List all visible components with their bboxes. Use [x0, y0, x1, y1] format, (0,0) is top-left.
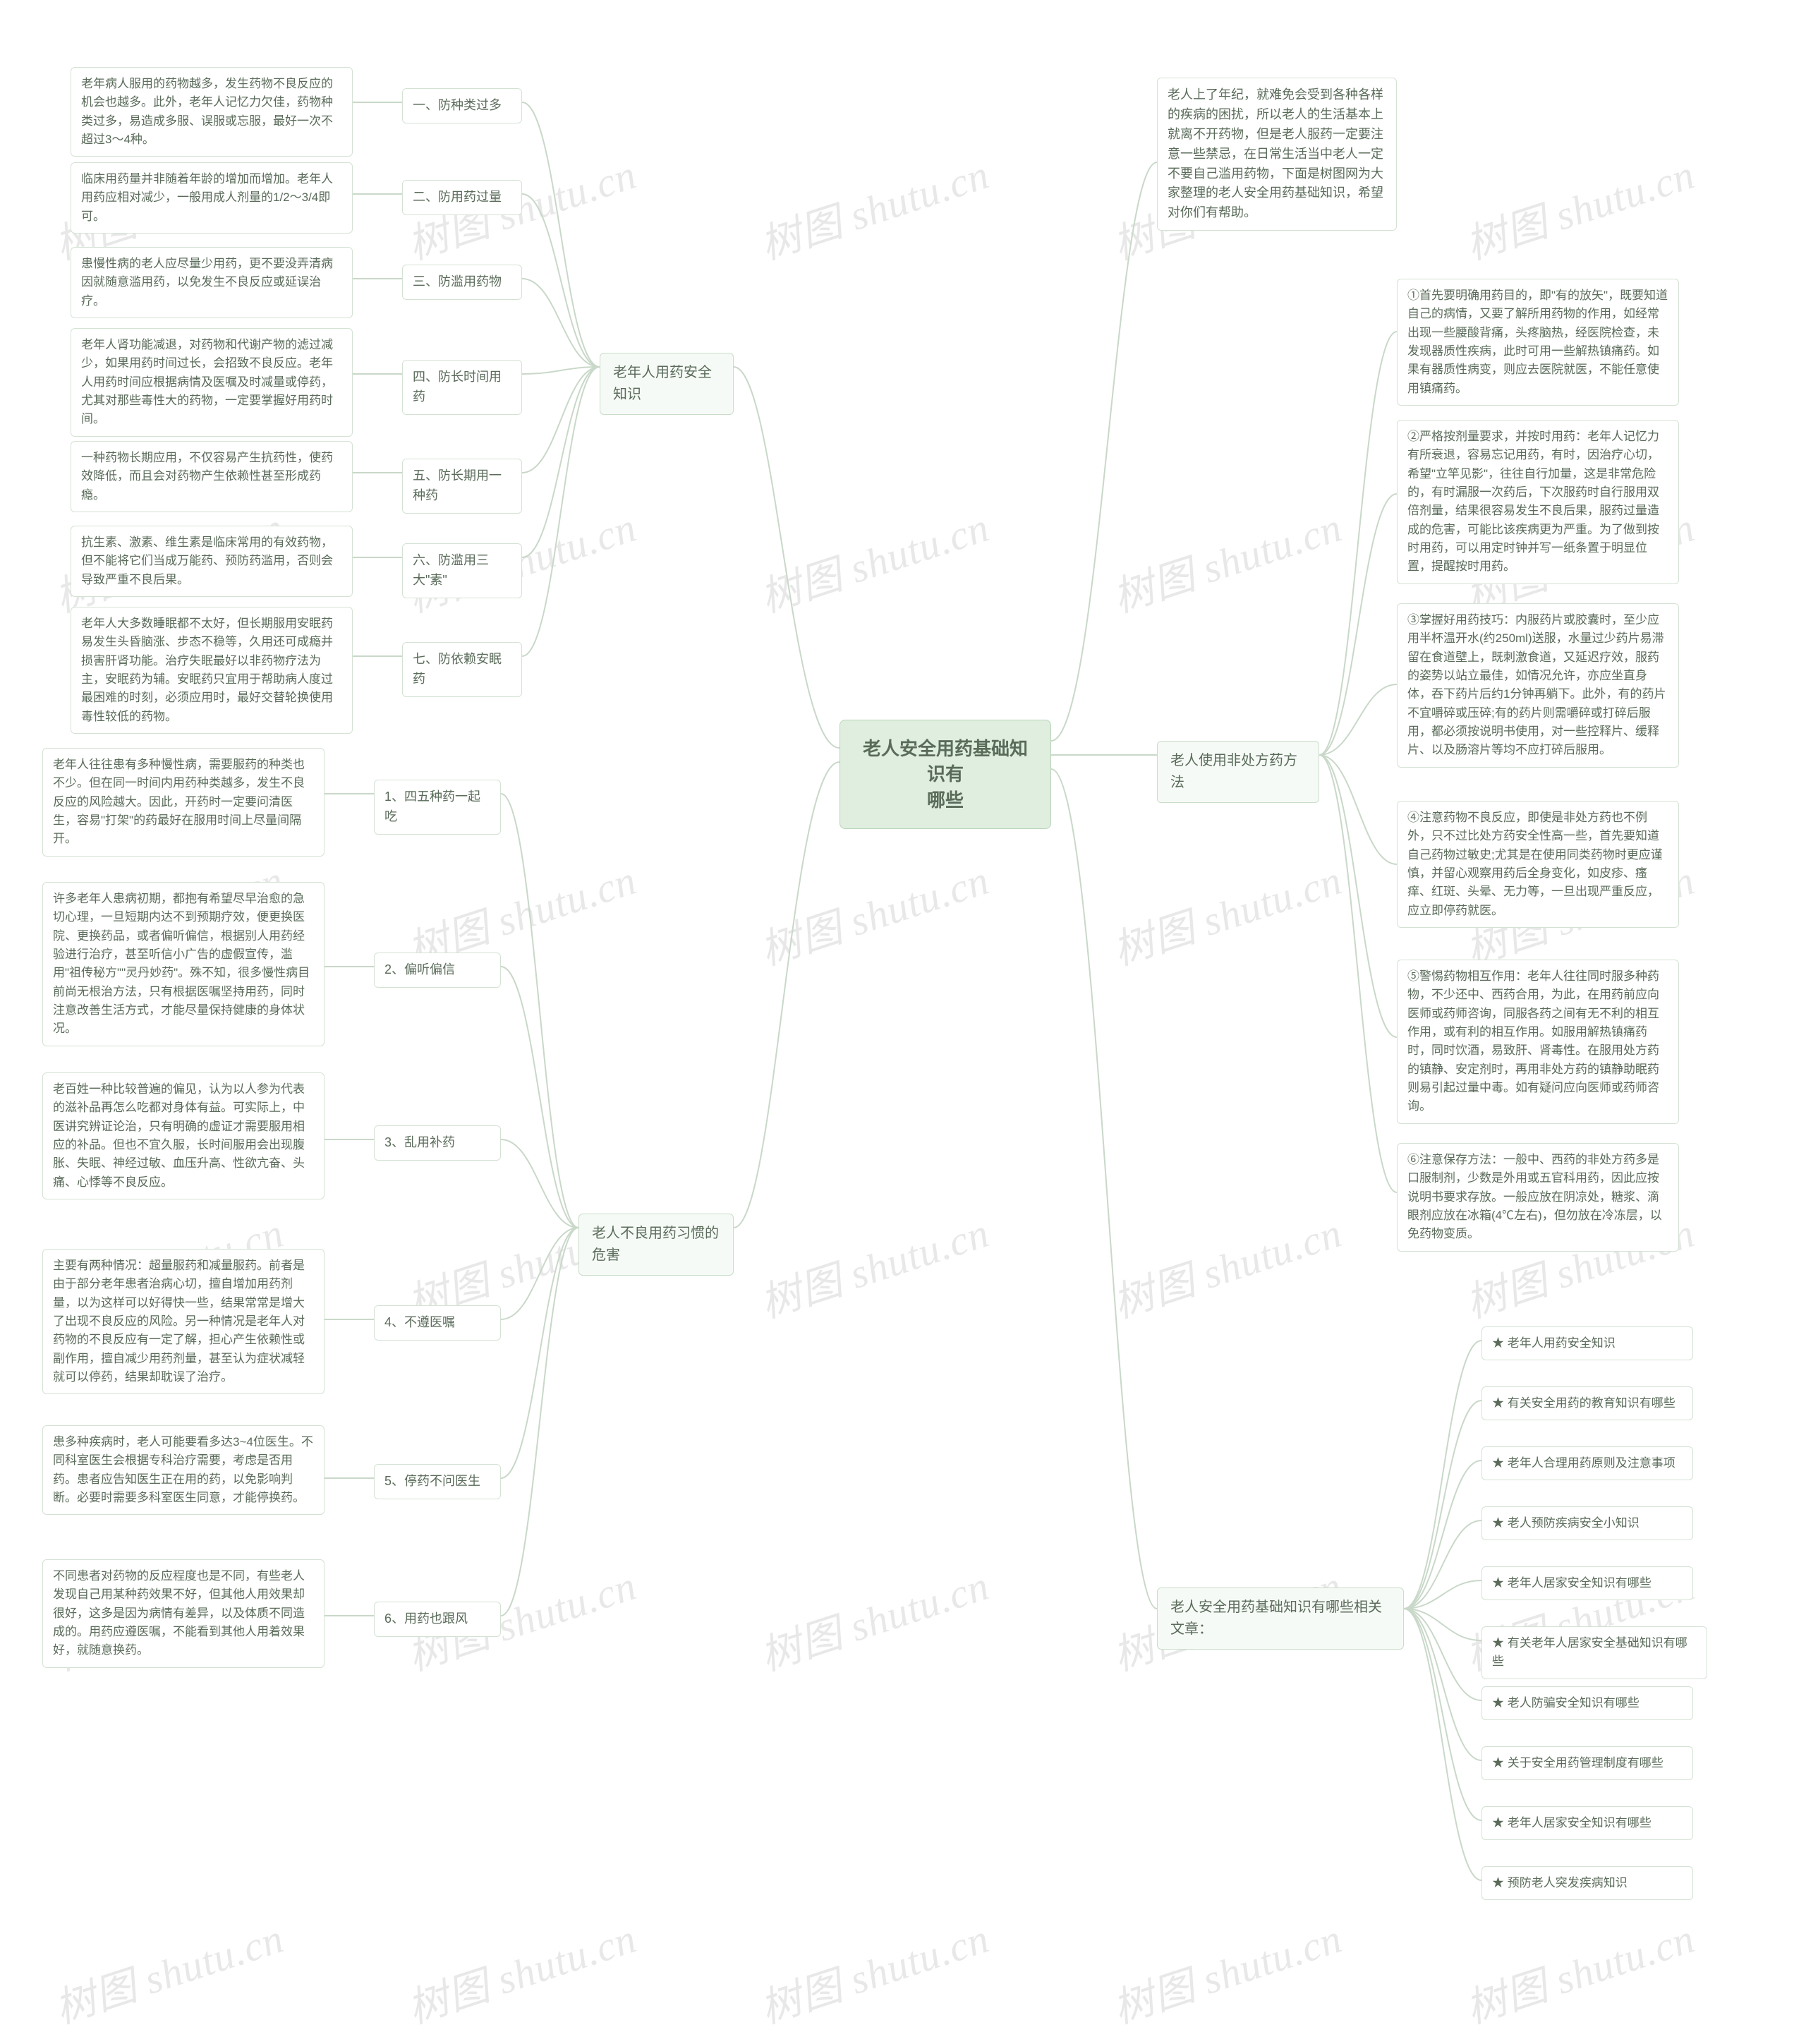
left2-sub-4: 5、停药不问医生	[374, 1464, 501, 1499]
left2-sub-1: 2、偏听偏信	[374, 953, 501, 988]
watermark: 树图 shutu.cn	[1104, 494, 1348, 624]
right2-leaf-0: ★ 老年人用药安全知识	[1481, 1326, 1693, 1360]
right2-leaf-4: ★ 老年人居家安全知识有哪些	[1481, 1566, 1693, 1600]
branch-right2: 老人安全用药基础知识有哪些相关文章：	[1157, 1588, 1404, 1650]
watermark: 树图 shutu.cn	[751, 141, 995, 271]
right2-leaf-1: ★ 有关安全用药的教育知识有哪些	[1481, 1386, 1693, 1420]
watermark: 树图 shutu.cn	[751, 494, 995, 624]
right2-leaf-7: ★ 关于安全用药管理制度有哪些	[1481, 1746, 1693, 1780]
left1-sub-2: 三、防滥用药物	[402, 265, 522, 300]
left2-leaf-2: 老百姓一种比较普遍的偏见，认为以人参为代表的滋补品再怎么吃都对身体有益。可实际上…	[42, 1072, 325, 1199]
watermark: 树图 shutu.cn	[751, 1199, 995, 1329]
right2-leaf-9: ★ 预防老人突发疾病知识	[1481, 1866, 1693, 1900]
watermark: 树图 shutu.cn	[751, 1552, 995, 1682]
watermark: 树图 shutu.cn	[46, 1905, 290, 2035]
branch-left1: 老年人用药安全知识	[600, 353, 734, 415]
left1-sub-0: 一、防种类过多	[402, 88, 522, 123]
right2-leaf-8: ★ 老年人居家安全知识有哪些	[1481, 1806, 1693, 1840]
left1-leaf-3: 老年人肾功能减退，对药物和代谢产物的滤过减少，如果用药时间过长，会招致不良反应。…	[71, 328, 353, 437]
left1-leaf-0: 老年病人服用的药物越多，发生药物不良反应的机会也越多。此外，老年人记忆力欠佳，药…	[71, 67, 353, 157]
left1-sub-1: 二、防用药过量	[402, 180, 522, 215]
left1-leaf-6: 老年人大多数睡眠都不太好，但长期服用安眠药易发生头昏脑涨、步态不稳等，久用还可成…	[71, 607, 353, 734]
watermark: 树图 shutu.cn	[1457, 1905, 1701, 2035]
watermark: 树图 shutu.cn	[399, 1905, 643, 2035]
right1-leaf-1: ②严格按剂量要求，并按时用药：老年人记忆力有所衰退，容易忘记用药，有时，因治疗心…	[1397, 420, 1679, 584]
left2-sub-5: 6、用药也跟风	[374, 1602, 501, 1637]
right1-leaf-2: ③掌握好用药技巧：内服药片或胶囊时，至少应用半杯温开水(约250ml)送服，水量…	[1397, 603, 1679, 768]
watermark: 树图 shutu.cn	[751, 1905, 995, 2035]
left2-leaf-1: 许多老年人患病初期，都抱有希望尽早治愈的急切心理，一旦短期内达不到预期疗效，便更…	[42, 882, 325, 1046]
left1-sub-6: 七、防依赖安眠药	[402, 642, 522, 697]
right1-leaf-5: ⑥注意保存方法：一般中、西药的非处方药多是口服制剂，少数是外用或五官科用药，因此…	[1397, 1143, 1679, 1252]
right2-leaf-2: ★ 老年人合理用药原则及注意事项	[1481, 1446, 1693, 1480]
left1-leaf-4: 一种药物长期应用，不仅容易产生抗药性，使药效降低，而且会对药物产生依赖性甚至形成…	[71, 441, 353, 512]
watermark: 树图 shutu.cn	[751, 847, 995, 976]
branch-left2: 老人不良用药习惯的危害	[578, 1214, 734, 1276]
mindmap-canvas: 树图 shutu.cn 树图 shutu.cn 树图 shutu.cn 树图 s…	[0, 0, 1806, 2044]
intro-node: 老人上了年纪，就难免会受到各种各样的疾病的困扰，所以老人的生活基本上就离不开药物…	[1157, 78, 1397, 231]
left1-leaf-1: 临床用药量并非随着年龄的增加而增加。老年人用药应相对减少，一般用成人剂量的1/2…	[71, 162, 353, 234]
right1-leaf-3: ④注意药物不良反应，即使是非处方药也不例外，只不过比处方药安全性高一些，首先要知…	[1397, 801, 1679, 928]
left2-sub-3: 4、不遵医嘱	[374, 1305, 501, 1341]
right2-leaf-5: ★ 有关老年人居家安全基础知识有哪些	[1481, 1626, 1707, 1679]
right2-leaf-3: ★ 老人预防疾病安全小知识	[1481, 1506, 1693, 1540]
center-node: 老人安全用药基础知识有 哪些	[840, 720, 1051, 829]
right1-leaf-4: ⑤警惕药物相互作用：老年人往往同时服多种药物，不少还中、西药合用，为此，在用药前…	[1397, 960, 1679, 1124]
watermark: 树图 shutu.cn	[1104, 1199, 1348, 1329]
left2-leaf-0: 老年人往往患有多种慢性病，需要服药的种类也不少。但在同一时间内用药种类越多，发生…	[42, 748, 325, 857]
watermark: 树图 shutu.cn	[1104, 847, 1348, 976]
left2-leaf-3: 主要有两种情况：超量服药和减量服药。前者是由于部分老年患者治病心切，擅自增加用药…	[42, 1249, 325, 1394]
watermark: 树图 shutu.cn	[1104, 1905, 1348, 2035]
left2-sub-0: 1、四五种药一起吃	[374, 780, 501, 835]
left1-sub-4: 五、防长期用一种药	[402, 459, 522, 514]
left2-sub-2: 3、乱用补药	[374, 1125, 501, 1161]
branch-right1: 老人使用非处方药方法	[1157, 741, 1319, 803]
right1-leaf-0: ①首先要明确用药目的，即"有的放矢"，既要知道自己的病情，又要了解所用药物的作用…	[1397, 279, 1679, 406]
left1-sub-5: 六、防滥用三大"素"	[402, 543, 522, 598]
left1-sub-3: 四、防长时间用药	[402, 360, 522, 415]
watermark: 树图 shutu.cn	[1457, 141, 1701, 271]
left1-leaf-5: 抗生素、激素、维生素是临床常用的有效药物，但不能将它们当成万能药、预防药滥用，否…	[71, 526, 353, 597]
right2-leaf-6: ★ 老人防骗安全知识有哪些	[1481, 1686, 1693, 1720]
left2-leaf-5: 不同患者对药物的反应程度也是不同，有些老人发现自己用某种药效果不好，但其他人用效…	[42, 1559, 325, 1668]
left2-leaf-4: 患多种疾病时，老人可能要看多达3~4位医生。不同科室医生会根据专科治疗需要，考虑…	[42, 1425, 325, 1515]
left1-leaf-2: 患慢性病的老人应尽量少用药，更不要没弄清病因就随意滥用药，以免发生不良反应或延误…	[71, 247, 353, 318]
